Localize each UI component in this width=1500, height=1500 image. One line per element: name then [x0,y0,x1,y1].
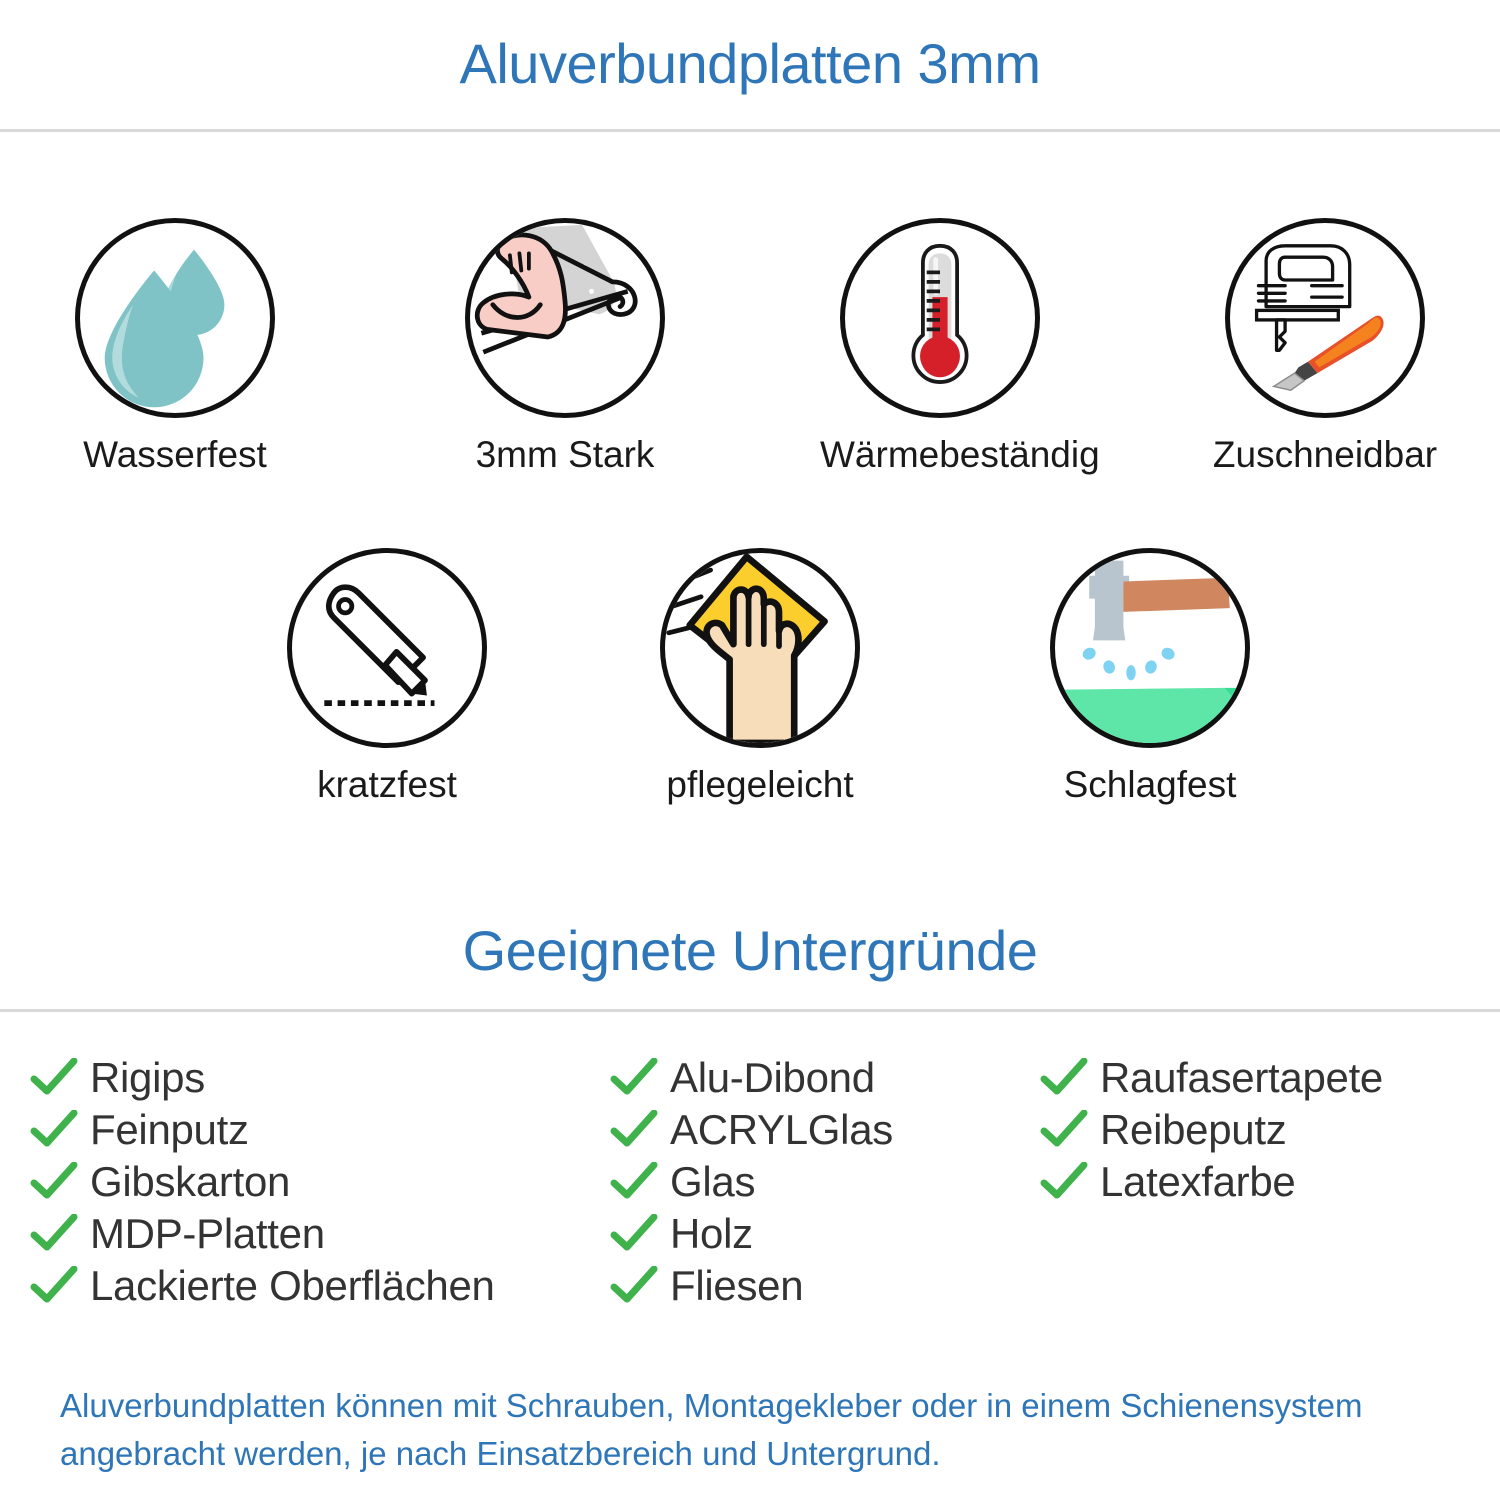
check-icon [30,1266,78,1306]
list-item-label: ACRYLGlas [670,1106,893,1153]
check-icon [610,1266,658,1306]
substrates-checklist: Rigips Feinputz Gibskarton MDP-Platten L… [0,1052,1500,1312]
feature-icon-circle [840,218,1040,418]
list-item: Latexfarbe [1040,1156,1470,1208]
check-icon [30,1162,78,1202]
list-item-label: Latexfarbe [1100,1158,1296,1205]
feature-label: 3mm Stark [475,434,655,475]
feature-icon-circle [1050,548,1250,748]
feature-label: Wärmebeständig [820,434,1100,475]
checklist-column-3: Raufasertapete Reibeputz Latexfarbe [1030,1052,1470,1208]
feature-label: Schlagfest [1063,764,1237,805]
feature-pflegeleicht: pflegeleicht [640,548,880,806]
list-item-label: Glas [670,1158,756,1205]
list-item: Rigips [30,1052,610,1104]
list-item: MDP-Platten [30,1208,610,1260]
list-item-label: Lackierte Oberflächen [90,1262,495,1309]
feature-kratzfest: kratzfest [267,548,507,806]
feature-icon-circle [287,548,487,748]
check-icon [610,1162,658,1202]
feature-icon-circle [465,218,665,418]
check-icon [1040,1162,1088,1202]
checklist-column-1: Rigips Feinputz Gibskarton MDP-Platten L… [0,1052,610,1312]
check-icon [1040,1110,1088,1150]
list-item-label: Holz [670,1210,753,1257]
feature-zuschneidbar: Zuschneidbar [1205,218,1445,476]
thermometer-icon [911,243,969,384]
feature-waermebestaendig: Wärmebeständig [820,218,1100,476]
water-drops-icon [104,249,225,408]
check-icon [1040,1058,1088,1098]
divider-middle [0,1009,1500,1012]
list-item: ACRYLGlas [610,1104,1030,1156]
list-item-label: Rigips [90,1054,205,1101]
list-item: Reibeputz [1040,1104,1470,1156]
list-item-label: Raufasertapete [1100,1054,1383,1101]
feature-wasserfest: Wasserfest [55,218,295,476]
list-item-label: Fliesen [670,1262,804,1309]
list-item: Holz [610,1208,1030,1260]
hand-cloth-icon [665,553,828,743]
list-item-label: Alu-Dibond [670,1054,875,1101]
feature-schlagfest: Schlagfest [1030,548,1270,806]
check-icon [30,1110,78,1150]
list-item: Alu-Dibond [610,1052,1030,1104]
list-item-label: Feinputz [90,1106,249,1153]
list-item-label: Reibeputz [1100,1106,1287,1153]
check-icon [610,1214,658,1254]
feature-label: Zuschneidbar [1212,434,1438,475]
list-item: Feinputz [30,1104,610,1156]
check-icon [610,1110,658,1150]
substrates-title: Geeignete Untergründe [462,919,1038,982]
list-item: Fliesen [610,1260,1030,1312]
feature-label: Wasserfest [83,434,267,475]
list-item-label: MDP-Platten [90,1210,325,1257]
flexing-arm-icon [474,224,638,355]
feature-label: kratzfest [317,764,457,805]
footer-note: Aluverbundplatten können mit Schrauben, … [60,1387,1363,1472]
hammer-icon [1055,560,1245,743]
jigsaw-knife-icon [1254,244,1384,391]
cutter-knife-icon [324,584,435,706]
divider-top [0,129,1500,132]
feature-icon-circle [1225,218,1425,418]
page-title: Aluverbundplatten 3mm [459,32,1041,95]
check-icon [610,1058,658,1098]
list-item: Gibskarton [30,1156,610,1208]
list-item-label: Gibskarton [90,1158,291,1205]
list-item: Raufasertapete [1040,1052,1470,1104]
list-item: Lackierte Oberflächen [30,1260,610,1312]
list-item: Glas [610,1156,1030,1208]
feature-label: pflegeleicht [666,764,854,805]
check-icon [30,1058,78,1098]
check-icon [30,1214,78,1254]
feature-icon-circle [75,218,275,418]
feature-icon-circle [660,548,860,748]
checklist-column-2: Alu-Dibond ACRYLGlas Glas Holz Fliesen [610,1052,1030,1312]
feature-3mm-stark: 3mm Stark [445,218,685,476]
